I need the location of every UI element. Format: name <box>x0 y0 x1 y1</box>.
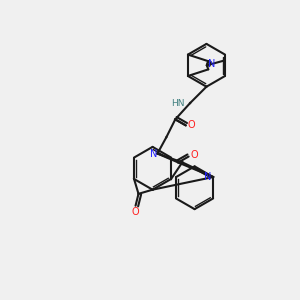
Text: N: N <box>204 172 212 182</box>
Text: N: N <box>208 59 215 69</box>
Text: O: O <box>190 150 198 160</box>
Text: HN: HN <box>171 98 185 107</box>
Text: O: O <box>132 207 139 217</box>
Text: N: N <box>150 148 158 159</box>
Text: O: O <box>187 120 195 130</box>
